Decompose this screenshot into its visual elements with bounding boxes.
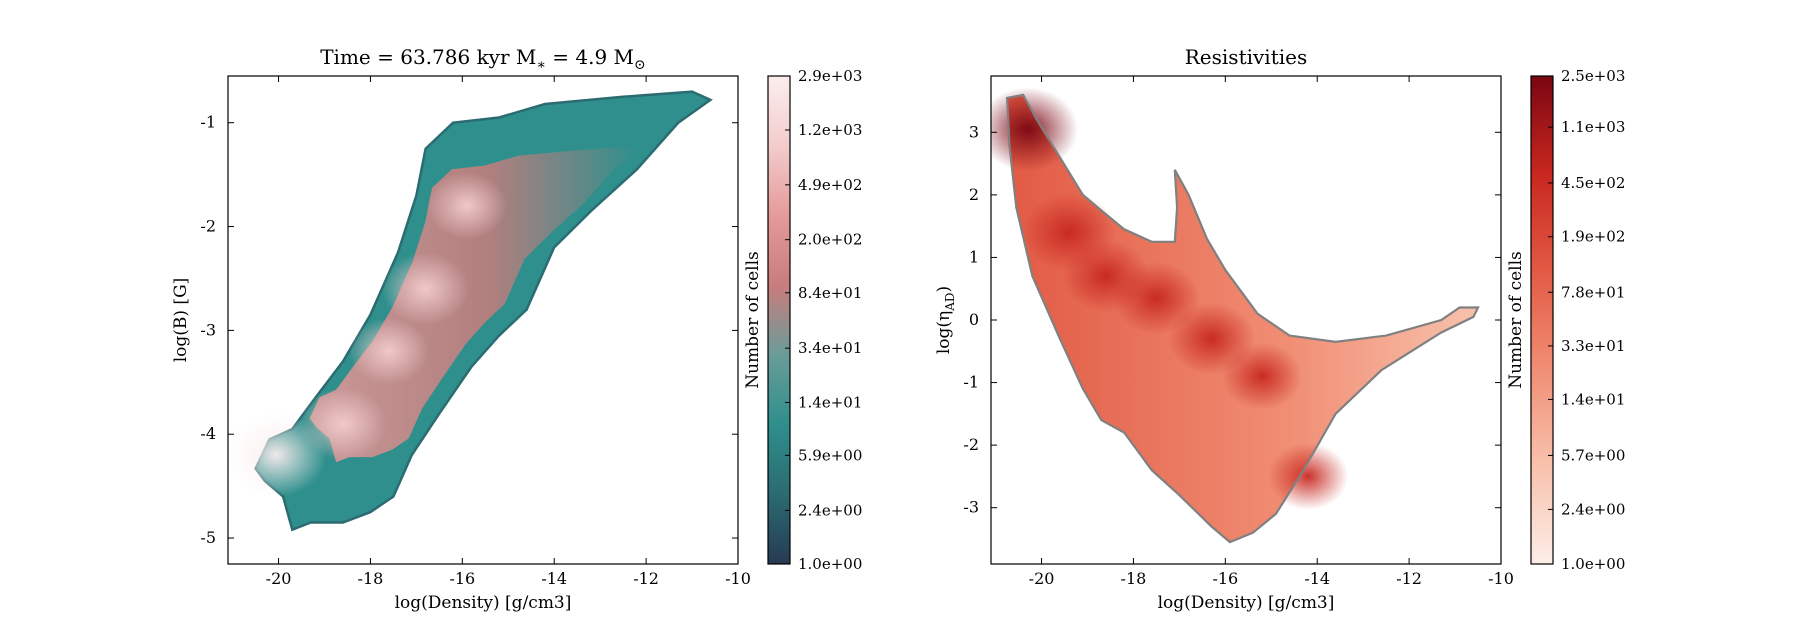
density-contour-outline (1005, 93, 1480, 544)
x-tick-label: -10 (725, 569, 751, 588)
y-tick-label: -2 (963, 435, 979, 454)
density-hotspot (382, 252, 470, 326)
y-tick-label: 2 (969, 185, 979, 204)
x-tick-label: -12 (1396, 569, 1422, 588)
panel-magnetic-field: Time = 63.786 kyr M∗ = 4.9 M⊙ -20 -18 -16 -… (171, 45, 862, 613)
x-tick-label: -20 (1029, 569, 1055, 588)
panel2-title: Resistivities (1185, 45, 1307, 69)
y-tick-label: -2 (200, 217, 216, 236)
colorbar-tick-label: 7.8e+01 (1561, 283, 1625, 301)
colorbar-tick-label: 1.4e+01 (798, 393, 862, 411)
density-hotspot (426, 172, 507, 240)
y-tick-label: -4 (200, 424, 216, 443)
density-hotspot (348, 317, 429, 385)
density-hotspot (1267, 442, 1349, 510)
colorbar-gradient (767, 75, 791, 565)
colorbar-tick-label: 3.3e+01 (1561, 337, 1625, 355)
panel1-colorbar: 1.0e+00 2.4e+00 5.9e+00 1.4e+01 3.4e+01 8.4e+… (743, 67, 862, 573)
colorbar-tick-label: 3.4e+01 (798, 339, 862, 357)
x-tick-label: -20 (266, 569, 292, 588)
colorbar-tick-label: 2.4e+00 (1561, 500, 1625, 518)
y-tick-label: -1 (963, 373, 979, 392)
colorbar-tick-label: 2.5e+03 (1561, 67, 1625, 85)
y-tick-label: 0 (969, 310, 979, 329)
y-tick-label: -3 (963, 498, 979, 517)
x-tick-label: -12 (633, 569, 659, 588)
colorbar-label: Number of cells (1506, 251, 1526, 389)
x-tick-label: -14 (541, 569, 567, 588)
y-tick-label: 1 (969, 247, 979, 266)
colorbar-tick-label: 2.4e+00 (798, 501, 862, 519)
panel1-title: Time = 63.786 kyr M∗ = 4.9 M⊙ (320, 45, 646, 73)
colorbar-tick-label: 1.4e+01 (1561, 390, 1625, 408)
colorbar-gradient (1530, 75, 1554, 565)
colorbar-tick-label: 4.5e+02 (1561, 174, 1625, 192)
y-tick-label: -5 (200, 528, 216, 547)
y-tick-label: -3 (200, 320, 216, 339)
density-hotspot (991, 87, 1079, 172)
y-tick-label: 3 (969, 122, 979, 141)
panel1-axes-frame (227, 75, 739, 565)
colorbar-tick-label: 5.7e+00 (1561, 446, 1625, 464)
x-tick-label: -16 (1212, 569, 1238, 588)
x-tick-label: -10 (1488, 569, 1514, 588)
panel1-x-axis-label: log(Density) [g/cm3] (395, 593, 572, 613)
colorbar-tick-label: 8.4e+01 (798, 284, 862, 302)
panel2-x-axis-label: log(Density) [g/cm3] (1158, 593, 1335, 613)
x-tick-label: -18 (1121, 569, 1147, 588)
colorbar-tick-label: 4.9e+02 (798, 176, 862, 194)
colorbar-tick-label: 1.0e+00 (1561, 555, 1625, 573)
panel2-heatmap (991, 87, 1480, 544)
colorbar-tick-label: 2.0e+02 (798, 231, 862, 249)
panel1-y-axis-label: log(B) [G] (171, 278, 191, 363)
panel2-y-axis-label: log(ηAD) (934, 286, 957, 354)
colorbar-tick-label: 1.9e+02 (1561, 228, 1625, 246)
x-tick-label: -18 (358, 569, 384, 588)
colorbar-tick-label: 1.0e+00 (798, 555, 862, 573)
colorbar-tick-label: 2.9e+03 (798, 67, 862, 85)
colorbar-tick-label: 1.1e+03 (1561, 118, 1625, 136)
y-tick-label: -1 (200, 113, 216, 132)
panel-resistivities: Resistivities -20 -18 -16 -14 -12 -10 -3-2-10… (934, 45, 1625, 613)
density-hotspot (299, 387, 387, 461)
density-hotspot (1221, 342, 1303, 410)
x-tick-label: -14 (1304, 569, 1330, 588)
panel1-heatmap (228, 90, 713, 532)
panel2-colorbar: 1.0e+00 2.4e+00 5.7e+00 1.4e+01 3.3e+01 7.8e+… (1506, 67, 1625, 573)
colorbar-label: Number of cells (743, 251, 763, 389)
x-tick-label: -16 (449, 569, 475, 588)
colorbar-tick-label: 5.9e+00 (798, 446, 862, 464)
colorbar-tick-label: 1.2e+03 (798, 121, 862, 139)
